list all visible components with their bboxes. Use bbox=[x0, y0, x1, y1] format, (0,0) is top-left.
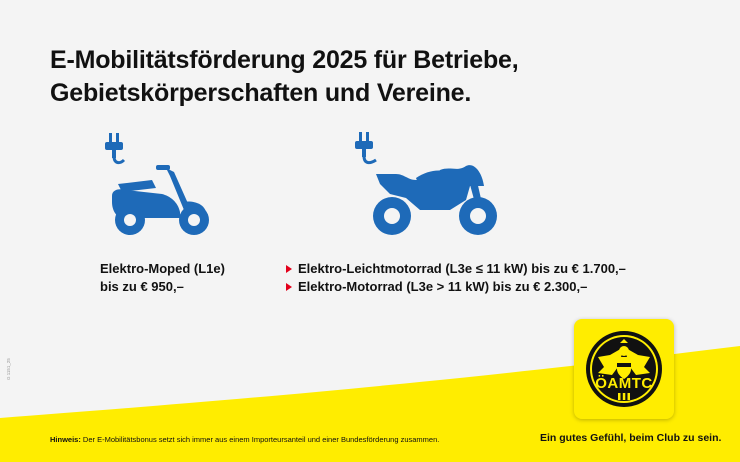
title-line-1: E-Mobilitätsförderung 2025 für Betriebe, bbox=[50, 46, 519, 74]
list-item-text: Elektro-Leichtmotorrad (L3e ≤ 11 kW) bis… bbox=[298, 261, 626, 276]
slogan: Ein gutes Gefühl, beim Club zu sein. bbox=[540, 432, 722, 444]
electric-moped-icon bbox=[105, 133, 209, 235]
moped-amount: bis zu € 950,– bbox=[100, 279, 184, 294]
moped-funding-text: Elektro-Moped (L1e) bis zu € 950,– bbox=[100, 260, 225, 296]
motorcycle-funding-list: Elektro-Leichtmotorrad (L3e ≤ 11 kW) bis… bbox=[286, 260, 626, 296]
title-line-2: Gebietskörperschaften und Vereine. bbox=[50, 79, 472, 107]
footer-note: Hinweis: Der E-Mobilitätsbonus setzt sic… bbox=[50, 435, 439, 444]
logo-text: ÖAMTC bbox=[595, 375, 653, 392]
red-triangle-bullet-icon bbox=[286, 265, 292, 273]
list-item: Elektro-Leichtmotorrad (L3e ≤ 11 kW) bis… bbox=[286, 260, 626, 278]
oeamtc-emblem-icon bbox=[586, 331, 662, 407]
list-item: Elektro-Motorrad (L3e > 11 kW) bis zu € … bbox=[286, 278, 626, 296]
oeamtc-logo: ÖAMTC bbox=[574, 319, 674, 419]
page-title: E-Mobilitätsförderung 2025 für Betriebe,… bbox=[50, 44, 670, 110]
note-label: Hinweis: bbox=[50, 435, 81, 444]
red-triangle-bullet-icon bbox=[286, 283, 292, 291]
electric-motorcycle-icon bbox=[355, 132, 497, 235]
list-item-text: Elektro-Motorrad (L3e > 11 kW) bis zu € … bbox=[298, 279, 588, 294]
image-code: G 1151_25 bbox=[6, 358, 11, 380]
note-text: Der E-Mobilitätsbonus setzt sich immer a… bbox=[80, 435, 440, 444]
moped-type-label: Elektro-Moped (L1e) bbox=[100, 261, 225, 276]
